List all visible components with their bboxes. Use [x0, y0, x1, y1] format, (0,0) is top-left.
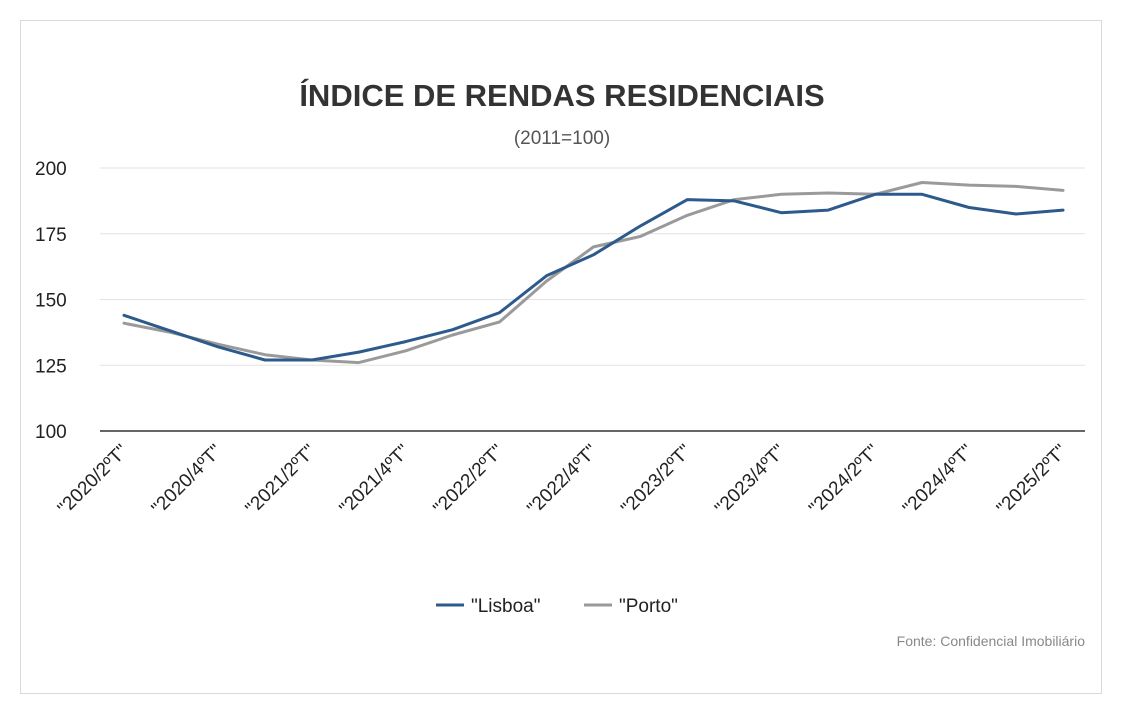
x-tick-label: "2020/4ºT" — [148, 441, 227, 520]
x-tick-label: "2021/2ºT" — [242, 441, 321, 520]
source-note: Fonte: Confidencial Imobiliário — [897, 633, 1086, 649]
x-axis-ticks: "2020/2ºT" "2020/4ºT" "2021/2ºT" "2021/4ºT"… — [54, 441, 1072, 520]
x-tick-label: "2025/2ºT" — [993, 441, 1072, 520]
x-tick-label: "2020/2ºT" — [54, 441, 133, 520]
y-tick-label: 100 — [35, 422, 67, 443]
legend-label-porto: "Porto" — [619, 596, 678, 617]
y-tick-label: 125 — [35, 356, 67, 377]
chart-title: ÍNDICE DE RENDAS RESIDENCIAIS — [299, 78, 824, 113]
legend: "Lisboa" "Porto" — [436, 596, 678, 617]
y-tick-label: 175 — [35, 225, 67, 246]
y-tick-label: 150 — [35, 291, 67, 312]
x-tick-label: "2022/2ºT" — [430, 441, 509, 520]
series-lines — [122, 181, 1065, 365]
x-tick-label: "2024/4ºT" — [899, 441, 978, 520]
y-axis-ticks: 200 175 150 125 100 — [35, 159, 67, 443]
chart-subtitle: (2011=100) — [514, 128, 610, 149]
grid-lines — [100, 167, 1085, 432]
x-tick-label: "2022/4ºT" — [523, 441, 602, 520]
x-tick-label: "2023/2ºT" — [617, 441, 696, 520]
legend-label-lisboa: "Lisboa" — [471, 596, 540, 617]
series-line-lisboa — [122, 192, 1065, 362]
x-tick-label: "2023/4ºT" — [711, 441, 790, 520]
y-tick-label: 200 — [35, 159, 67, 180]
x-tick-label: "2024/2ºT" — [805, 441, 884, 520]
chart-frame — [20, 20, 1102, 694]
series-line-porto — [122, 181, 1065, 365]
x-tick-label: "2021/4ºT" — [336, 441, 415, 520]
